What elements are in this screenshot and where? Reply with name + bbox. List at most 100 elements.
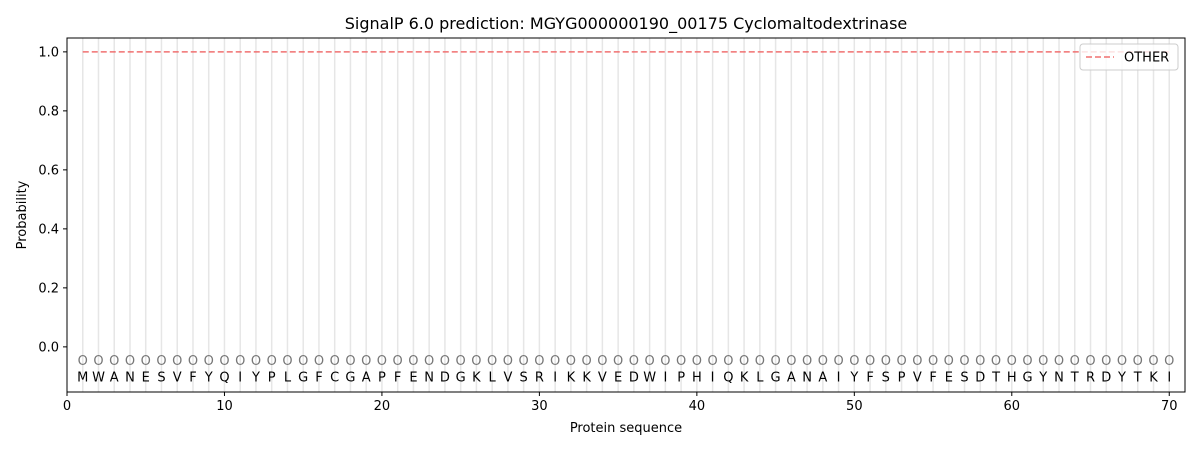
predicted-label: O xyxy=(156,354,166,369)
x-axis-label: Protein sequence xyxy=(570,421,682,436)
y-tick-label: 0.8 xyxy=(38,104,59,119)
predicted-label: O xyxy=(818,354,828,369)
predicted-label: O xyxy=(251,354,261,369)
residue-label: F xyxy=(315,370,322,385)
residue-label: D xyxy=(440,370,450,385)
predicted-label: O xyxy=(1117,354,1127,369)
predicted-label: O xyxy=(487,354,497,369)
residue-label: D xyxy=(629,370,639,385)
residue-label: N xyxy=(424,370,434,385)
residue-label: R xyxy=(1086,370,1095,385)
residue-label: W xyxy=(643,370,656,385)
y-axis-label: Probability xyxy=(15,180,30,249)
grid xyxy=(81,38,1171,392)
predicted-label: O xyxy=(456,354,466,369)
residue-label: V xyxy=(598,370,607,385)
predicted-label: O xyxy=(582,354,592,369)
residue-label: N xyxy=(1054,370,1064,385)
residue-label: E xyxy=(945,370,953,385)
residue-label: F xyxy=(929,370,936,385)
predicted-label: O xyxy=(1133,354,1143,369)
predicted-label: O xyxy=(739,354,749,369)
residue-label: P xyxy=(677,370,685,385)
residue-label: L xyxy=(284,370,292,385)
residue-label: V xyxy=(503,370,512,385)
residue-label: N xyxy=(125,370,135,385)
residue-label: A xyxy=(787,370,796,385)
predicted-label: O xyxy=(896,354,906,369)
x-tick-label: 40 xyxy=(689,399,706,414)
predicted-label: O xyxy=(377,354,387,369)
residue-label: R xyxy=(535,370,544,385)
residue-label: K xyxy=(582,370,591,385)
predicted-label: O xyxy=(881,354,891,369)
residue-label: S xyxy=(520,370,528,385)
residue-label: G xyxy=(1022,370,1032,385)
predicted-label: O xyxy=(408,354,418,369)
residue-label: I xyxy=(711,370,715,385)
legend: OTHER xyxy=(1079,43,1179,71)
residue-label: Y xyxy=(1038,370,1047,385)
residue-label: D xyxy=(975,370,985,385)
predicted-label: O xyxy=(204,354,214,369)
predicted-label: O xyxy=(786,354,796,369)
residue-label: E xyxy=(142,370,150,385)
residue-label: G xyxy=(345,370,355,385)
predicted-label: O xyxy=(1007,354,1017,369)
predicted-label: O xyxy=(1164,354,1174,369)
x-tick-label: 60 xyxy=(1004,399,1021,414)
predicted-label: O xyxy=(849,354,859,369)
residue-label: Y xyxy=(204,370,213,385)
predicted-label: O xyxy=(597,354,607,369)
predicted-label: O xyxy=(424,354,434,369)
predicted-label: O xyxy=(125,354,135,369)
residue-label: I xyxy=(1167,370,1171,385)
predicted-label: O xyxy=(503,354,513,369)
predicted-label: O xyxy=(1054,354,1064,369)
x-tick-label: 30 xyxy=(531,399,548,414)
predicted-label: O xyxy=(109,354,119,369)
predicted-label: O xyxy=(550,354,560,369)
residue-label: S xyxy=(157,370,165,385)
predicted-label: O xyxy=(865,354,875,369)
y-axis: 0.0 0.2 0.4 0.6 0.8 1.0 xyxy=(38,45,67,355)
residue-label: A xyxy=(110,370,119,385)
chart-title: SignalP 6.0 prediction: MGYG000000190_00… xyxy=(345,14,908,34)
x-tick-label: 70 xyxy=(1161,399,1178,414)
residue-label: V xyxy=(913,370,922,385)
residue-label: V xyxy=(173,370,182,385)
residue-label: T xyxy=(991,370,1000,385)
residue-label: G xyxy=(771,370,781,385)
residue-label: P xyxy=(268,370,276,385)
predicted-label: O xyxy=(440,354,450,369)
predicted-label: O xyxy=(755,354,765,369)
x-axis: 0 10 20 30 40 50 60 70 xyxy=(63,392,1178,414)
residue-label: N xyxy=(802,370,812,385)
predicted-label: O xyxy=(1101,354,1111,369)
predicted-label: O xyxy=(172,354,182,369)
residue-label: F xyxy=(189,370,196,385)
predicted-label: O xyxy=(93,354,103,369)
y-tick-label: 0.0 xyxy=(38,340,59,355)
y-tick-label: 0.6 xyxy=(38,163,59,178)
legend-box xyxy=(1079,43,1179,71)
predicted-label: O xyxy=(219,354,229,369)
residue-label: I xyxy=(837,370,841,385)
axes-frame xyxy=(66,37,1186,393)
predicted-label: O xyxy=(692,354,702,369)
predicted-label: O xyxy=(267,354,277,369)
residue-label: F xyxy=(866,370,873,385)
residue-label: C xyxy=(330,370,339,385)
predicted-label: O xyxy=(770,354,780,369)
predicted-label: O xyxy=(975,354,985,369)
residue-label: Y xyxy=(1117,370,1126,385)
residue-label: Y xyxy=(849,370,858,385)
residue-label: K xyxy=(567,370,576,385)
y-tick-label: 0.2 xyxy=(38,281,59,296)
predicted-label: O xyxy=(707,354,717,369)
predicted-label: O xyxy=(613,354,623,369)
predicted-label: O xyxy=(912,354,922,369)
residue-label: M xyxy=(77,370,88,385)
residue-label: I xyxy=(238,370,242,385)
